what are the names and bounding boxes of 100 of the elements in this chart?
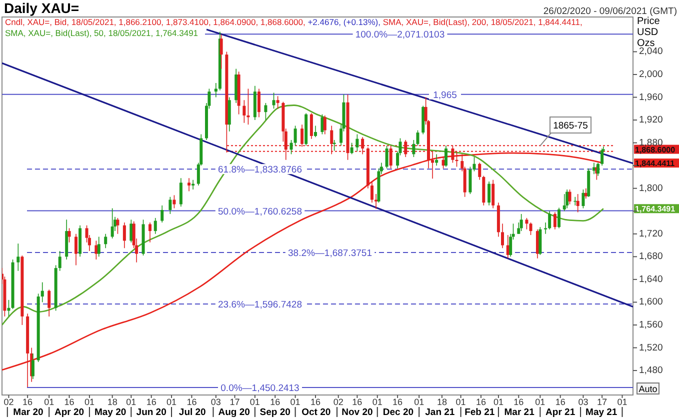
candlestick xyxy=(566,189,569,209)
y-tick-label: 1,680 xyxy=(639,251,663,262)
candlestick xyxy=(94,240,98,260)
candlestick xyxy=(122,222,126,249)
annotation: +2.4676, (+0.13%), xyxy=(308,17,383,27)
x-tick-label: 17 xyxy=(597,397,608,407)
candlestick xyxy=(130,219,133,243)
candlestick xyxy=(520,214,523,232)
candlestick xyxy=(242,100,246,124)
annotation: SMA, XAU=, Bid(Last), 50, 18/05/2021, 1,764.3491 xyxy=(5,28,198,38)
candlestick xyxy=(40,282,44,303)
candlestick xyxy=(596,162,600,176)
x-tick-label: 17 xyxy=(230,397,240,407)
candlestick xyxy=(294,125,297,146)
candlestick xyxy=(478,162,482,180)
text: 1,868.6000 xyxy=(635,145,676,154)
ref-line-label: 100.0%—2,071.0103 xyxy=(355,30,445,41)
line-series xyxy=(2,104,604,326)
candlestick xyxy=(264,102,268,120)
candlestick xyxy=(416,130,420,146)
x-tick-label: 16 xyxy=(22,397,33,407)
x-tick-label: 02 xyxy=(4,397,14,407)
candlestick xyxy=(188,178,191,192)
candlestick xyxy=(525,218,528,230)
candlestick xyxy=(192,179,195,190)
candlestick xyxy=(444,145,448,168)
candlestick xyxy=(582,189,585,209)
text: Jun 20 xyxy=(136,407,166,418)
x-tick-label: 01 xyxy=(166,397,177,407)
candlestick xyxy=(472,156,476,172)
y-tick-label: 1,720 xyxy=(639,228,663,240)
text: Mar 21 xyxy=(504,407,536,418)
x-tick-label: 01 xyxy=(372,397,382,407)
y-tick-label: 1,560 xyxy=(639,319,663,330)
candlestick xyxy=(110,208,114,239)
text: May 20 xyxy=(94,407,126,418)
x-tick-label: 01 xyxy=(617,397,628,407)
ref-line-label: 1,965 xyxy=(433,90,457,101)
candlestick xyxy=(154,218,157,234)
text: Aug 20 xyxy=(218,407,250,418)
candlestick xyxy=(116,218,120,234)
candlestick xyxy=(168,196,172,214)
chart-title: Daily XAU= xyxy=(4,0,80,16)
y-tick-label: 1,920 xyxy=(639,114,663,126)
candlestick xyxy=(68,228,71,243)
x-tick-label: 01 xyxy=(250,397,260,407)
annotation: Cndl, XAU=, Bid, 18/05/2021, 1,866.2100, 1,873.4100, 1,864.0900, 1,868.6000, xyxy=(5,17,308,27)
candlestick xyxy=(356,134,359,152)
text: Feb 21 xyxy=(464,407,496,418)
candlestick xyxy=(48,289,51,317)
ref-line-label: 61.8%—1,833.8766 xyxy=(218,164,302,176)
x-tick-label: 16 xyxy=(270,397,280,407)
candlestick xyxy=(468,166,472,194)
candlestick xyxy=(492,179,495,209)
annotation: SMA, XAU=, Bid(Last), 200, 18/05/2021, 1,844.4411, xyxy=(382,17,582,27)
x-tick-label: 18 xyxy=(107,397,118,407)
text: Mar 20 xyxy=(13,407,44,418)
candlestick xyxy=(558,207,560,229)
candlestick xyxy=(290,140,293,155)
y-tick-label: 1,520 xyxy=(639,342,663,354)
candlestick xyxy=(412,140,416,158)
y-tick-label: 1,600 xyxy=(639,296,663,308)
ref-line-label: 23.6%—1,596.7428 xyxy=(218,300,302,311)
annotation: 1865-75 xyxy=(553,120,588,132)
candlestick xyxy=(314,125,317,138)
candlestick xyxy=(58,250,62,272)
y-tick-label: 1,640 xyxy=(639,274,663,285)
x-tick-label: 16 xyxy=(186,397,197,407)
x-tick-label: 16 xyxy=(476,397,486,407)
candlestick xyxy=(568,189,572,205)
candlestick xyxy=(104,233,108,249)
auto-button: Auto xyxy=(636,382,660,394)
y-tick-label: 1,800 xyxy=(639,182,663,194)
candlestick xyxy=(529,222,532,236)
y-tick-label: 2,040 xyxy=(639,46,663,58)
x-tick-label: 01 xyxy=(493,397,504,407)
x-tick-label: 01 xyxy=(126,397,136,407)
text: May 21 xyxy=(586,407,618,418)
x-tick-label: 01 xyxy=(456,397,466,407)
text: Dec 20 xyxy=(382,407,414,418)
candlestick xyxy=(160,205,164,223)
candlestick xyxy=(544,222,548,234)
candlestick xyxy=(310,112,313,140)
text: 1,764.3491 xyxy=(635,204,676,214)
candlestick xyxy=(97,236,100,258)
candlestick xyxy=(323,115,326,135)
x-tick-label: 01 xyxy=(414,397,424,407)
candlestick xyxy=(148,222,152,243)
x-tick-label: 16 xyxy=(392,397,403,407)
text: Nov 20 xyxy=(342,407,373,418)
x-tick-label: 01 xyxy=(84,397,94,407)
y-axis-title: Price USD Ozs xyxy=(637,16,660,49)
candlestick xyxy=(553,212,556,230)
x-tick-label: 02 xyxy=(333,397,344,407)
candlestick xyxy=(16,243,20,272)
candlestick xyxy=(272,92,276,110)
x-tick-label: 16 xyxy=(514,397,524,407)
candlestick xyxy=(350,142,354,155)
candlestick xyxy=(74,233,78,266)
ref-line-label: 50.0%—1,760.6258 xyxy=(218,206,302,218)
